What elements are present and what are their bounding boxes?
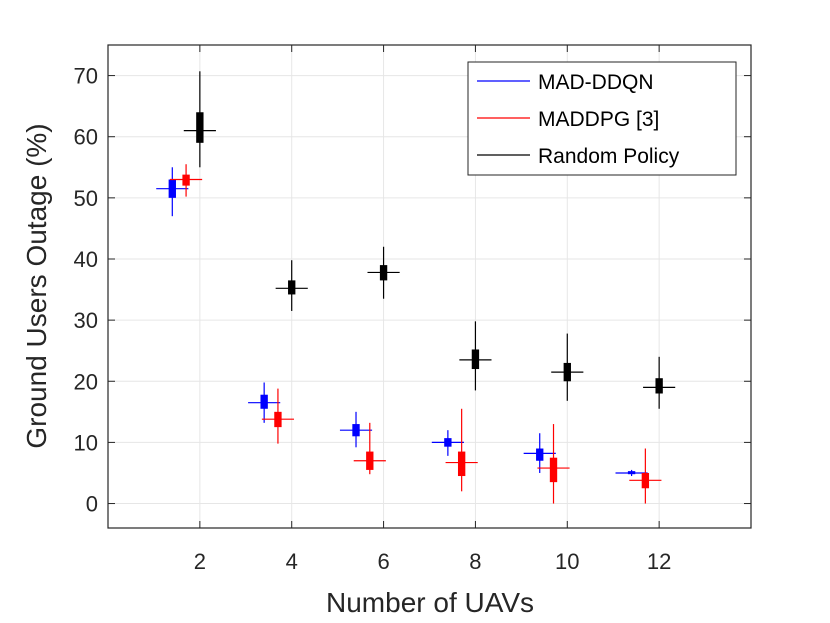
- data-point: [549, 457, 558, 483]
- legend-label: MAD-DDQN: [538, 71, 654, 94]
- x-tick-label: 6: [377, 549, 389, 574]
- y-tick-label: 40: [74, 247, 98, 272]
- data-point: [563, 362, 571, 382]
- x-tick-label: 2: [194, 549, 206, 574]
- x-tick-label: 10: [555, 549, 579, 574]
- y-tick-label: 20: [74, 369, 98, 394]
- y-tick-label: 30: [74, 308, 98, 333]
- data-point: [444, 438, 452, 447]
- data-point: [655, 378, 663, 394]
- legend-label: Random Policy: [538, 145, 680, 168]
- y-tick-label: 60: [74, 125, 98, 150]
- axes: 0 10 20 30 40 50 60 70 2 4 6 8 10 12: [74, 45, 751, 574]
- series-random-policy: [183, 71, 676, 409]
- x-tick-label: 4: [286, 549, 298, 574]
- y-tick-label: 0: [86, 492, 98, 517]
- data-point: [536, 448, 544, 461]
- plot-frame: [107, 44, 752, 529]
- data-point: [168, 179, 176, 198]
- data-point: [260, 394, 268, 409]
- data-point: [627, 471, 636, 475]
- series-layer: [156, 71, 676, 504]
- data-point: [288, 280, 296, 295]
- data-point: [196, 112, 204, 143]
- y-axis-label: Ground Users Outage (%): [21, 123, 52, 448]
- data-point: [641, 472, 650, 489]
- y-tick-label: 70: [74, 64, 98, 89]
- data-point: [182, 174, 190, 186]
- data-point: [379, 265, 388, 281]
- series-maddpg-3: [170, 164, 662, 504]
- y-tick-label: 10: [74, 430, 98, 455]
- x-axis-label: Number of UAVs: [326, 587, 534, 618]
- data-point: [274, 411, 282, 428]
- data-point: [352, 424, 360, 437]
- y-tick-label: 50: [74, 186, 98, 211]
- x-tick-label: 12: [647, 549, 671, 574]
- x-tick-label: 8: [469, 549, 481, 574]
- legend-label: MADDPG [3]: [538, 108, 659, 131]
- legend: MAD-DDQN MADDPG [3] Random Policy: [467, 61, 737, 176]
- data-point: [366, 451, 374, 470]
- data-point: [457, 451, 466, 477]
- data-point: [471, 349, 480, 370]
